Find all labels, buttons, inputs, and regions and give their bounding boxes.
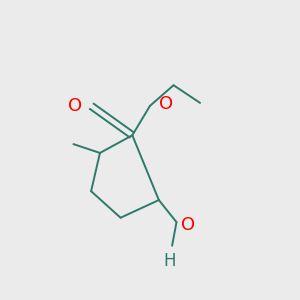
Text: O: O bbox=[68, 97, 82, 115]
Text: O: O bbox=[159, 95, 173, 113]
Text: O: O bbox=[181, 216, 195, 234]
Text: H: H bbox=[163, 252, 175, 270]
